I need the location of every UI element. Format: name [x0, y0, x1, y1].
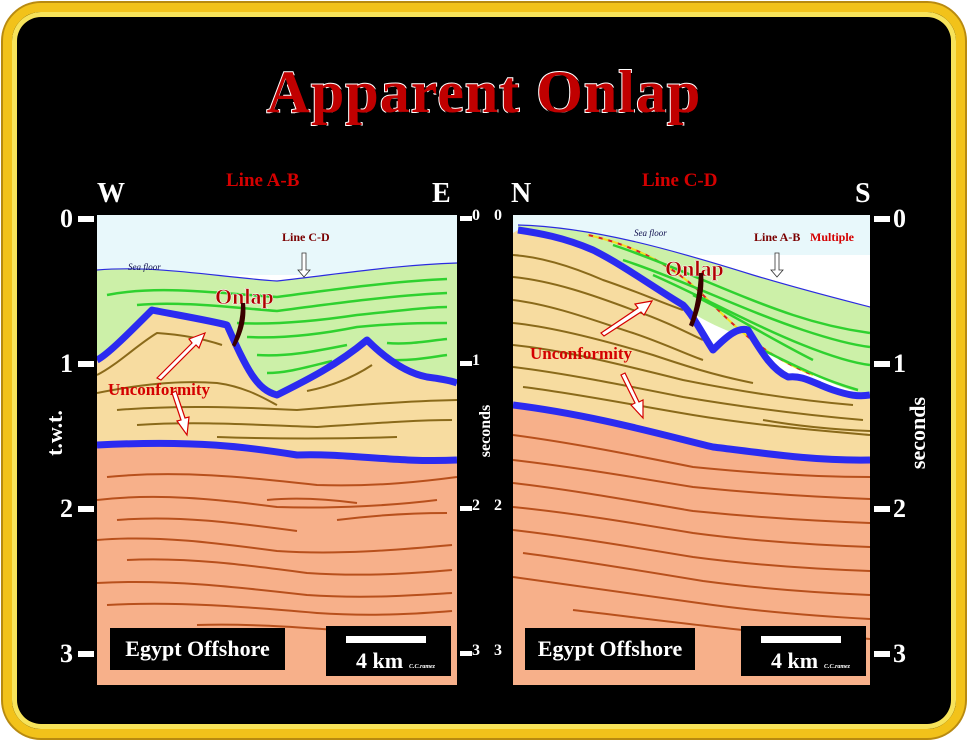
- right-axis-title: seconds: [905, 396, 930, 470]
- right-section: [513, 215, 870, 685]
- right-onlap-label: Onlap: [665, 256, 724, 282]
- left-sea-floor-label: Sea floor: [128, 262, 161, 272]
- middle-tick-2: 2: [472, 497, 480, 514]
- right-tick-0: 0: [893, 204, 906, 233]
- north-label: N: [511, 178, 532, 209]
- middle-axis-title: seconds: [477, 404, 494, 458]
- right-location-badge: Egypt Offshore: [525, 628, 695, 670]
- west-label: W: [97, 178, 125, 209]
- right-line-label: Line C-D: [642, 170, 718, 191]
- left-tick-1: 1: [60, 349, 73, 378]
- left-scale-text: 4 km: [356, 648, 404, 673]
- east-label: E: [432, 178, 451, 209]
- right-tick-2: 2: [893, 494, 906, 523]
- left-axis: [78, 216, 94, 657]
- multiple-label: Multiple: [810, 230, 854, 244]
- left-annotation-arrows: [155, 252, 311, 437]
- middle-tick-0: 0: [472, 207, 480, 224]
- right-scale-bar: [761, 636, 841, 643]
- right-tick-3: 3: [893, 639, 906, 668]
- left-cross-line-label: Line C-D: [282, 230, 330, 244]
- south-label: S: [855, 178, 871, 209]
- middle-axis: [460, 216, 472, 656]
- middle-right-tick-2: 2: [494, 497, 502, 514]
- right-axis: [874, 216, 890, 657]
- right-tick-1: 1: [893, 349, 906, 378]
- left-scale-badge: 4 km C.C.ramez: [326, 626, 451, 676]
- right-unconformity-label: Unconformity: [530, 344, 632, 363]
- left-scale-bar: [346, 636, 426, 643]
- right-scale-badge: 4 km C.C.ramez: [741, 626, 866, 676]
- left-line-label: Line A-B: [226, 170, 300, 191]
- right-cross-line-label: Line A-B: [754, 230, 801, 244]
- left-credit: C.C.ramez: [409, 664, 436, 670]
- left-tick-0: 0: [60, 204, 73, 233]
- right-credit: C.C.ramez: [824, 664, 851, 670]
- right-annotation-arrows: [600, 252, 784, 420]
- middle-tick-1: 1: [472, 352, 480, 369]
- middle-tick-3: 3: [472, 642, 480, 659]
- left-section: [97, 215, 457, 685]
- left-unconformity-label: Unconformity: [108, 380, 210, 399]
- left-tick-3: 3: [60, 639, 73, 668]
- slide-title: Apparent Onlap: [266, 58, 702, 126]
- left-tick-2: 2: [60, 494, 73, 523]
- left-axis-title: t.w.t.: [42, 410, 67, 456]
- middle-right-tick-0: 0: [494, 207, 502, 224]
- right-scale-text: 4 km: [771, 648, 819, 673]
- left-location-badge: Egypt Offshore: [110, 628, 285, 670]
- middle-right-tick-3: 3: [494, 642, 502, 659]
- right-sea-floor-label: Sea floor: [634, 228, 667, 238]
